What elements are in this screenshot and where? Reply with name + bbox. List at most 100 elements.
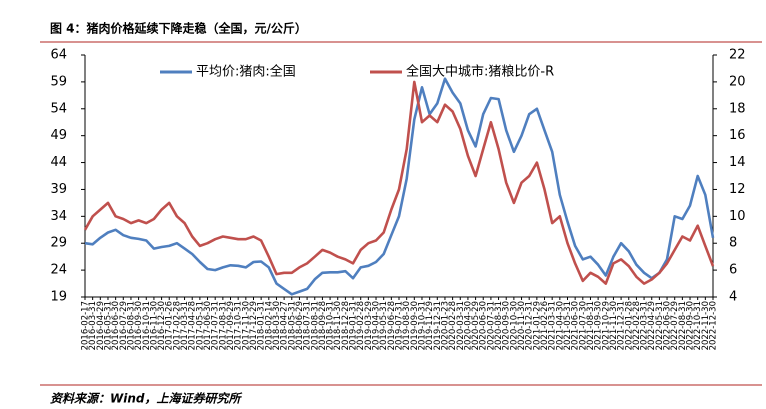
x-tick-label: 2019-07-31 — [395, 301, 405, 350]
x-tick-label: 2020-03-31 — [456, 301, 466, 350]
x-tick-label: 2018-04-27 — [280, 301, 290, 350]
chart-title: 图 4：猪肉价格延续下降走稳（全国，元/公斤） — [50, 21, 307, 36]
x-tick-label: 2018-06-29 — [295, 301, 305, 350]
x-tick-label: 2020-11-30 — [517, 301, 527, 350]
x-tick-label: 2017-11-30 — [241, 301, 251, 350]
x-tick-label: 2016-10-31 — [142, 301, 152, 350]
x-tick-label: 2020-07-31 — [486, 301, 496, 350]
x-tick-label: 2017-03-31 — [180, 301, 190, 350]
x-tick-label: 2020-09-30 — [502, 301, 512, 350]
y-tick-label: 24 — [50, 263, 67, 278]
x-tick-label: 2019-08-30 — [402, 301, 412, 350]
x-tick-label: 2020-04-30 — [463, 301, 473, 350]
x-tick-label: 2019-11-29 — [425, 301, 435, 350]
x-tick-label: 2016-08-31 — [126, 301, 136, 350]
x-tick-label: 2021-12-31 — [617, 301, 627, 350]
x-tick-label: 2021-11-30 — [609, 301, 619, 350]
x-tick-label: 2018-07-31 — [303, 301, 313, 350]
x-tick-label: 2018-08-31 — [310, 301, 320, 350]
x-tick-label: 2021-05-31 — [563, 301, 573, 350]
x-tick-label: 2017-12-29 — [249, 301, 259, 350]
y2-tick-label: 4 — [729, 290, 737, 305]
x-tick-label: 2016-09-30 — [134, 301, 144, 350]
x-tick-label: 2020-02-28 — [448, 301, 458, 350]
x-tick-label: 2020-10-30 — [509, 301, 519, 350]
x-tick-label: 2021-10-29 — [601, 301, 611, 350]
x-tick-label: 2019-01-31 — [349, 301, 359, 350]
x-tick-label: 2022-03-31 — [640, 301, 650, 350]
x-tick-label: 2019-04-30 — [372, 301, 382, 350]
y2-tick-label: 20 — [729, 74, 746, 89]
x-tick-label: 2021-02-26 — [540, 301, 550, 350]
x-tick-label: 2018-02-14 — [264, 301, 274, 350]
x-tick-label: 2019-02-28 — [356, 301, 366, 350]
x-tick-label: 2021-01-29 — [532, 301, 542, 350]
x-tick-label: 2017-02-28 — [172, 301, 182, 350]
x-tick-label: 2016-03-31 — [88, 301, 98, 350]
y-tick-label: 34 — [50, 209, 67, 224]
x-tick-label: 2021-08-31 — [586, 301, 596, 350]
x-tick-label: 2019-12-31 — [433, 301, 443, 350]
y2-tick-label: 10 — [729, 209, 746, 224]
x-tick-label: 2022-09-30 — [686, 301, 696, 350]
x-tick-label: 2017-07-31 — [211, 301, 221, 350]
x-tick-label: 2022-12-30 — [709, 301, 719, 350]
series-line — [83, 80, 715, 285]
x-tick-label: 2019-10-31 — [417, 301, 427, 350]
y-tick-label: 59 — [50, 74, 67, 89]
x-tick-label: 2016-11-30 — [149, 301, 159, 350]
x-tick-label: 2017-01-26 — [165, 301, 175, 350]
x-tick-label: 2016-04-29 — [96, 301, 106, 350]
x-tick-label: 2018-01-31 — [257, 301, 267, 350]
x-tick-label: 2018-03-30 — [272, 301, 282, 350]
x-tick-label: 2017-05-31 — [195, 301, 205, 350]
x-tick-label: 2020-08-31 — [494, 301, 504, 350]
x-tick-label: 2022-05-31 — [655, 301, 665, 350]
x-tick-label: 2017-09-29 — [226, 301, 236, 350]
x-tick-label: 2022-01-28 — [624, 301, 634, 350]
x-tick-label: 2020-06-30 — [479, 301, 489, 350]
y2-tick-label: 12 — [729, 182, 746, 197]
x-tick-label: 2020-12-31 — [525, 301, 535, 350]
x-tick-label: 2018-09-28 — [318, 301, 328, 350]
y-tick-label: 44 — [50, 155, 67, 170]
y-tick-label: 54 — [50, 101, 67, 116]
x-tick-label: 2019-06-28 — [387, 301, 397, 350]
x-tick-label: 2022-11-30 — [701, 301, 711, 350]
x-tick-label: 2019-09-30 — [410, 301, 420, 350]
x-tick-label: 2019-03-29 — [364, 301, 374, 350]
y-tick-label: 29 — [50, 236, 67, 251]
x-tick-label: 2016-02-17 — [81, 301, 91, 350]
x-tick-label: 2016-12-30 — [157, 301, 167, 350]
x-tick-label: 2016-06-30 — [111, 301, 121, 350]
x-tick-label: 2017-06-30 — [203, 301, 213, 350]
x-tick-label: 2022-08-31 — [678, 301, 688, 350]
x-tick-label: 2016-05-31 — [103, 301, 113, 350]
x-tick-label: 2022-10-31 — [693, 301, 703, 350]
y2-tick-label: 18 — [729, 101, 746, 116]
x-tick-label: 2021-03-31 — [548, 301, 558, 350]
source: 资料来源：Wind，上海证券研究所 — [50, 392, 242, 406]
x-tick-label: 2022-06-30 — [663, 301, 673, 350]
x-tick-label: 2018-12-28 — [341, 301, 351, 350]
x-tick-label: 2017-08-31 — [218, 301, 228, 350]
x-tick-label: 2021-06-30 — [571, 301, 581, 350]
x-tick-label: 2017-04-28 — [188, 301, 198, 350]
x-tick-label: 2021-09-30 — [594, 301, 604, 350]
x-tick-label: 2021-04-30 — [555, 301, 565, 350]
x-tick-label: 2020-01-23 — [440, 301, 450, 350]
y2-tick-label: 14 — [729, 155, 746, 170]
x-tick-label: 2020-05-29 — [471, 301, 481, 350]
x-tick-label: 2018-11-30 — [333, 301, 343, 350]
series-line — [84, 77, 715, 296]
y-tick-label: 19 — [50, 290, 67, 305]
x-tick-label: 2018-05-31 — [287, 301, 297, 350]
x-tick-label: 2019-05-31 — [379, 301, 389, 350]
y-tick-label: 49 — [50, 128, 67, 143]
x-tick-label: 2018-10-31 — [326, 301, 336, 350]
x-tick-label: 2017-10-31 — [234, 301, 244, 350]
x-tick-label: 2022-02-28 — [632, 301, 642, 350]
y-tick-label: 39 — [50, 182, 67, 197]
y-tick-label: 64 — [50, 48, 67, 63]
